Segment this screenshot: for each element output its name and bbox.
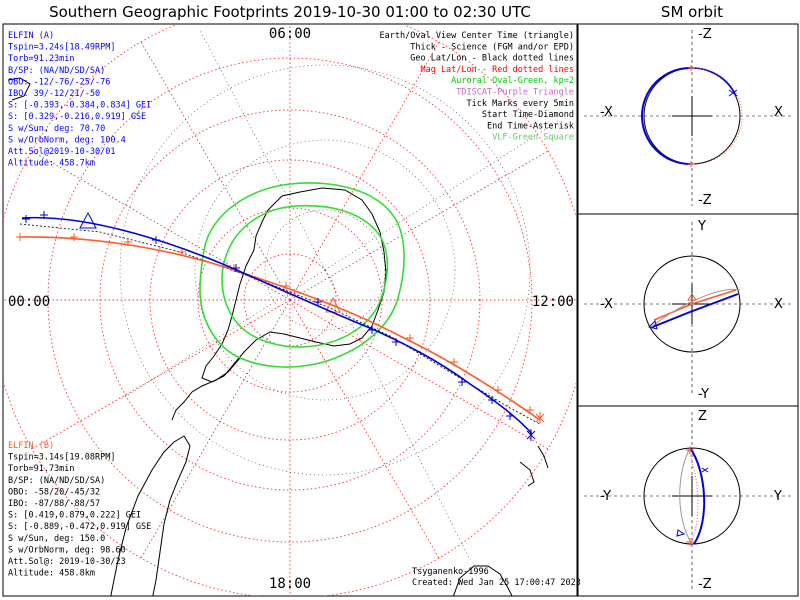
legend-item: Geo Lat/Lon - Black dotted lines [410,54,574,64]
legend-item: Mag Lat/Lon - Red dotted lines [420,65,574,75]
elfin-b-info-line: IBO: -87/88/-88/57 [8,499,100,509]
legend-item: TDISCAT-Purple Triangle [456,88,574,98]
south-america-coastline [110,435,191,596]
clock-label-top: 06:00 [269,26,311,42]
antarctica-coastline [201,187,387,383]
elfin-a-info-line: Att.Sol@2019-10-30/01 [8,147,115,157]
legend-item: End Time-Asterisk [487,121,574,131]
africa-coastline [7,77,31,101]
elfin-a-info-line: ELFIN (A) [8,31,54,41]
mag-lon-spokes [4,25,576,596]
elfin-a-center-triangle [79,211,97,229]
elfin-b-info-line: OBO: -58/20/-45/32 [8,487,100,497]
credit-line: Created: Wed Jan 25 17:00:47 2023 [412,578,581,588]
elfin-a-info-line: IBO: 39/-12/21/-50 [8,89,100,99]
elfin-b-info-line: S w/OrbNorm, deg: 98.60 [8,545,126,555]
elfin-b-info-line: Altitude: 458.8km [8,569,95,579]
elfin-b-info-line: Tspin=3.14s[19.08RPM] [8,453,115,463]
auroral-oval-outer [199,182,405,368]
sm-xy-bottom-label: -Y [698,387,709,402]
elfin-a-info-line: S: [0.329,-0.216,0.919] GSE [8,112,146,122]
sm-xz-right-label: X [774,105,783,120]
auroral-oval-inner [221,204,389,348]
elfin-a-info-line: B/SP: (NA/ND/SD/SA) [8,66,105,76]
elfin-b-info-line: S: [0.419,0.879,0.222] GEI [8,511,141,521]
sm-panel-yz: Z -Z -Y Y [577,405,799,597]
legend-item: Thick - Science (FGM and/or EPD) [410,42,574,52]
elfin-a-info-line: S: [-0.393,-0.384,0.834] GEI [8,101,151,111]
map-plot-area [4,25,576,596]
elfin-a-end-asterisk [526,429,536,441]
elfin-b-info-line: B/SP: (NA/ND/SD/SA) [8,476,105,486]
elfin-b-info-line: Torb=91.73min [8,464,75,474]
elfin-b-info: ELFIN (B) Tspin=3.14s[19.08RPM]Torb=91.73… [8,441,151,579]
legend-item: Earth/Oval View Center Time (triangle) [380,31,574,41]
sm-xy-top-label: Y [697,219,706,234]
elfin-a-info: ELFIN (A) Tspin=3.24s[18.49RPM]Torb=91.23… [8,31,151,169]
sm-yz-top-label: Z [698,409,707,424]
sm-yz-bottom-label: -Z [698,577,712,592]
credit-line: Tsyganenko-1996 [412,567,489,577]
elfin-a-info-line: Altitude: 458.7km [8,159,95,169]
legend: Earth/Oval View Center Time (triangle)Th… [380,31,574,143]
sm-xz-left-label: -X [600,105,613,120]
sm-panel-xz: -Z -Z -X X [577,23,799,215]
elfin-a-track [21,211,536,441]
clock-label-bottom: 18:00 [269,576,311,592]
elfin-b-info-line: S: [-0.889,-0.472,0.919] GSE [8,522,151,532]
legend-item: Auroral Oval-Green, kp=2 [451,76,574,86]
clock-label-left: 00:00 [8,294,50,310]
elfin-a-info-line: Torb=91.23min [8,54,75,64]
clock-label-right: 12:00 [532,294,574,310]
antarctic-peninsula [171,357,241,421]
geo-footprint-trace [19,223,541,425]
australia-coastline [452,565,513,596]
elfin-b-info-line: ELFIN (B) [8,441,54,451]
legend-item: Start Time-Diamond [482,110,574,120]
sm-xz-top-label: -Z [698,27,712,42]
elfin-b-end-asterisk [535,412,545,424]
sm-yz-left-label: -Y [600,489,611,504]
elfin-b-info-line: S w/Sun, deg: 150.0 [8,534,105,544]
sm-yz-right-label: Y [773,489,782,504]
elfin-a-info-line: S w/Sun, deg: 70.70 [8,124,105,134]
sm-panel-xy: Y -Y -X X [577,213,799,407]
elfin-b-info-line: Att.Sol@: 2019-10-30/23 [8,557,126,567]
new-zealand-coastline [519,445,549,487]
geo-grid [119,29,561,561]
elfin-b-track [16,233,545,424]
elfin-a-info-line: OBO: -12/-76/-25/-76 [8,77,110,87]
sm-xy-left-label: -X [600,297,613,312]
sm-orbit-title: SM orbit [661,3,723,21]
sm-xy-right-label: X [774,297,783,312]
page-title: Southern Geographic Footprints 2019-10-3… [49,3,531,21]
elfin-a-info-line: S w/OrbNorm, deg: 100.4 [8,135,126,145]
legend-item: Tick Marks every 5min [467,99,574,109]
sm-xz-bottom-label: -Z [698,193,712,208]
elfin-a-info-line: Tspin=3.24s[18.49RPM] [8,43,115,53]
legend-item: VLF-Green Square [492,133,574,143]
